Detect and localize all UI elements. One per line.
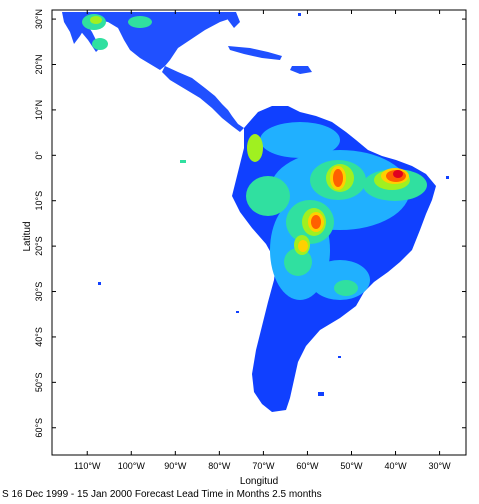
island-speck <box>236 311 239 313</box>
x-tick-label: 40°W <box>384 461 407 471</box>
map-caption: S 16 Dec 1999 - 15 Jan 2000 Forecast Lea… <box>2 489 322 500</box>
intensity-patch <box>311 215 321 229</box>
x-tick-label: 70°W <box>252 461 275 471</box>
plot-frame <box>51 9 467 456</box>
y-tick-label: 20°S <box>34 236 44 256</box>
cuba <box>228 46 282 60</box>
intensity-patch <box>284 248 312 276</box>
x-axis-title: Longitud <box>240 476 278 487</box>
intensity-patch <box>334 280 358 296</box>
y-tick-label: 30°S <box>34 282 44 302</box>
x-tick-label: 80°W <box>208 461 231 471</box>
island-speck <box>338 356 341 358</box>
x-tick-label: 100°W <box>118 461 146 471</box>
y-tick-label: 60°S <box>34 418 44 438</box>
intensity-patch <box>247 134 263 162</box>
island-speck <box>98 282 101 285</box>
intensity-patch <box>333 169 343 187</box>
central-america <box>162 66 244 132</box>
island-speck <box>318 392 324 396</box>
x-tick-label: 50°W <box>340 461 363 471</box>
galapagos <box>180 160 186 163</box>
intensity-patch <box>260 122 340 158</box>
intensity-patch <box>90 16 102 24</box>
x-tick-label: 60°W <box>296 461 319 471</box>
island-speck <box>446 176 449 179</box>
hispaniola <box>290 66 312 74</box>
island-speck <box>298 13 301 16</box>
y-tick-label: 10°N <box>34 100 44 120</box>
florida-tip <box>226 12 240 28</box>
y-axis-title: Latitud <box>22 221 33 251</box>
intensity-patch <box>246 176 290 216</box>
intensity-patch <box>298 240 308 252</box>
y-tick-label: 50°S <box>34 373 44 393</box>
x-tick-label: 110°W <box>74 461 101 471</box>
y-axis-ticks: 30°N 20°N 10°N 0° 10°S 20°S 30°S 40°S 50°S 60°S <box>34 9 466 438</box>
y-tick-label: 0° <box>34 151 44 160</box>
x-tick-label: 90°W <box>164 461 187 471</box>
intensity-patch <box>92 38 108 50</box>
x-axis-ticks: 110°W 100°W 90°W 80°W 70°W 60°W 50°W 40°W 30°W <box>74 10 451 471</box>
y-tick-label: 10°S <box>34 191 44 211</box>
y-tick-label: 30°N <box>34 9 44 29</box>
y-tick-label: 20°N <box>34 54 44 74</box>
intensity-patch <box>128 16 152 28</box>
baja-peninsula <box>66 12 100 52</box>
mexico-landmass <box>62 12 232 70</box>
intensity-patch <box>393 170 403 178</box>
land-layer <box>62 12 449 412</box>
y-tick-label: 40°S <box>34 327 44 347</box>
x-tick-label: 30°W <box>429 461 452 471</box>
